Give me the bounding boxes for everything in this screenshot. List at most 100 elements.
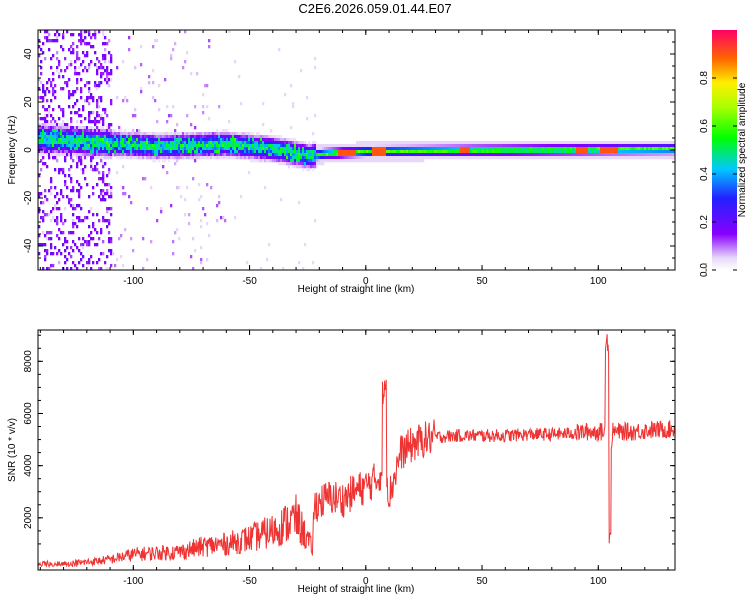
heatmap-cell (70, 204, 73, 208)
heatmap-cell (90, 135, 93, 139)
heatmap-cell (52, 90, 55, 94)
heatmap-cell (664, 150, 667, 154)
heatmap-cell (78, 159, 81, 163)
heatmap-cell (286, 159, 289, 163)
heatmap-cell (282, 144, 285, 148)
heatmap-cell (424, 156, 427, 160)
heatmap-cell (342, 150, 345, 154)
heatmap-cell (106, 267, 109, 270)
heatmap-cell (112, 144, 115, 148)
heatmap-cell (42, 90, 45, 94)
heatmap-cell (312, 162, 315, 166)
heatmap-cell (52, 135, 55, 139)
heatmap-cell (108, 132, 111, 136)
heatmap-cell (628, 144, 631, 148)
heatmap-cell (224, 147, 227, 151)
heatmap-cell (574, 147, 577, 151)
heatmap-cell (66, 150, 69, 154)
heatmap-cell (410, 156, 413, 160)
heatmap-cell (98, 267, 101, 270)
heatmap-cell (308, 165, 311, 169)
heatmap-cell (210, 132, 213, 136)
heatmap-cell (222, 156, 225, 160)
heatmap-cell (580, 156, 583, 160)
heatmap-cell (544, 144, 547, 148)
heatmap-cell (526, 141, 529, 145)
heatmap-cell (272, 135, 275, 139)
heatmap-cell (56, 66, 59, 70)
heatmap-cell (322, 150, 325, 154)
heatmap-cell (636, 141, 639, 145)
heatmap-cell (62, 222, 65, 226)
heatmap-cell (238, 132, 241, 136)
heatmap-cell (92, 261, 95, 265)
heatmap-cell (622, 156, 625, 160)
heatmap-cell (494, 147, 497, 151)
heatmap-cell (372, 141, 375, 145)
heatmap-cell (660, 156, 663, 160)
heatmap-cell (368, 144, 371, 148)
heatmap-cell (488, 141, 491, 145)
heatmap-cell (56, 201, 59, 205)
heatmap-cell (566, 153, 569, 157)
heatmap-cell (100, 150, 103, 154)
heatmap-cell (222, 150, 225, 154)
heatmap-cell (264, 156, 267, 160)
heatmap-cell (364, 147, 367, 151)
heatmap-cell (312, 150, 315, 154)
heatmap-cell (310, 144, 313, 148)
heatmap-cell (118, 141, 121, 145)
heatmap-cell (658, 147, 661, 151)
heatmap-cell (360, 153, 363, 157)
heatmap-cell (268, 156, 271, 160)
heatmap-cell (40, 243, 43, 247)
heatmap-cell (196, 135, 199, 139)
heatmap-cell (514, 150, 517, 154)
heatmap-cell (612, 156, 615, 160)
heatmap-cell (272, 147, 275, 151)
heatmap-cell (400, 144, 403, 148)
heatmap-cell (70, 135, 73, 139)
heatmap-cell (416, 141, 419, 145)
heatmap-cell (108, 237, 111, 241)
heatmap-cell (234, 141, 237, 145)
heatmap-cell (426, 147, 429, 151)
heatmap-cell (80, 207, 83, 211)
snr-xlabel: Height of straight line (km) (298, 584, 415, 595)
heatmap-cell (102, 174, 105, 178)
heatmap-cell (38, 147, 41, 151)
heatmap-cell (58, 237, 61, 241)
heatmap-cell (180, 153, 183, 157)
heatmap-cell (282, 267, 285, 270)
heatmap-cell (46, 150, 49, 154)
heatmap-cell (92, 225, 95, 229)
heatmap-cell (108, 60, 111, 64)
heatmap-cell (76, 246, 79, 250)
heatmap-cell (46, 165, 49, 169)
heatmap-cell (86, 141, 89, 145)
heatmap-cell (212, 150, 215, 154)
heatmap-cell (72, 204, 75, 208)
heatmap-cell (202, 144, 205, 148)
heatmap-cell (638, 147, 641, 151)
heatmap-cell (390, 156, 393, 160)
heatmap-cell (174, 150, 177, 154)
heatmap-cell (546, 141, 549, 145)
heatmap-cell (176, 123, 179, 127)
heatmap-cell (576, 150, 579, 154)
heatmap-cell (274, 144, 277, 148)
heatmap-cell (96, 57, 99, 61)
heatmap-cell (190, 132, 193, 136)
heatmap-cell (66, 129, 69, 133)
heatmap-cell (576, 156, 579, 160)
heatmap-cell (370, 141, 373, 145)
heatmap-cell (98, 156, 101, 160)
heatmap-cell (628, 156, 631, 160)
heatmap-cell (104, 135, 107, 139)
heatmap-cell (340, 150, 343, 154)
heatmap-cell (200, 132, 203, 136)
heatmap-cell (58, 75, 61, 79)
heatmap-cell (608, 150, 611, 154)
heatmap-cell (186, 138, 189, 142)
heatmap-cell (44, 123, 47, 127)
